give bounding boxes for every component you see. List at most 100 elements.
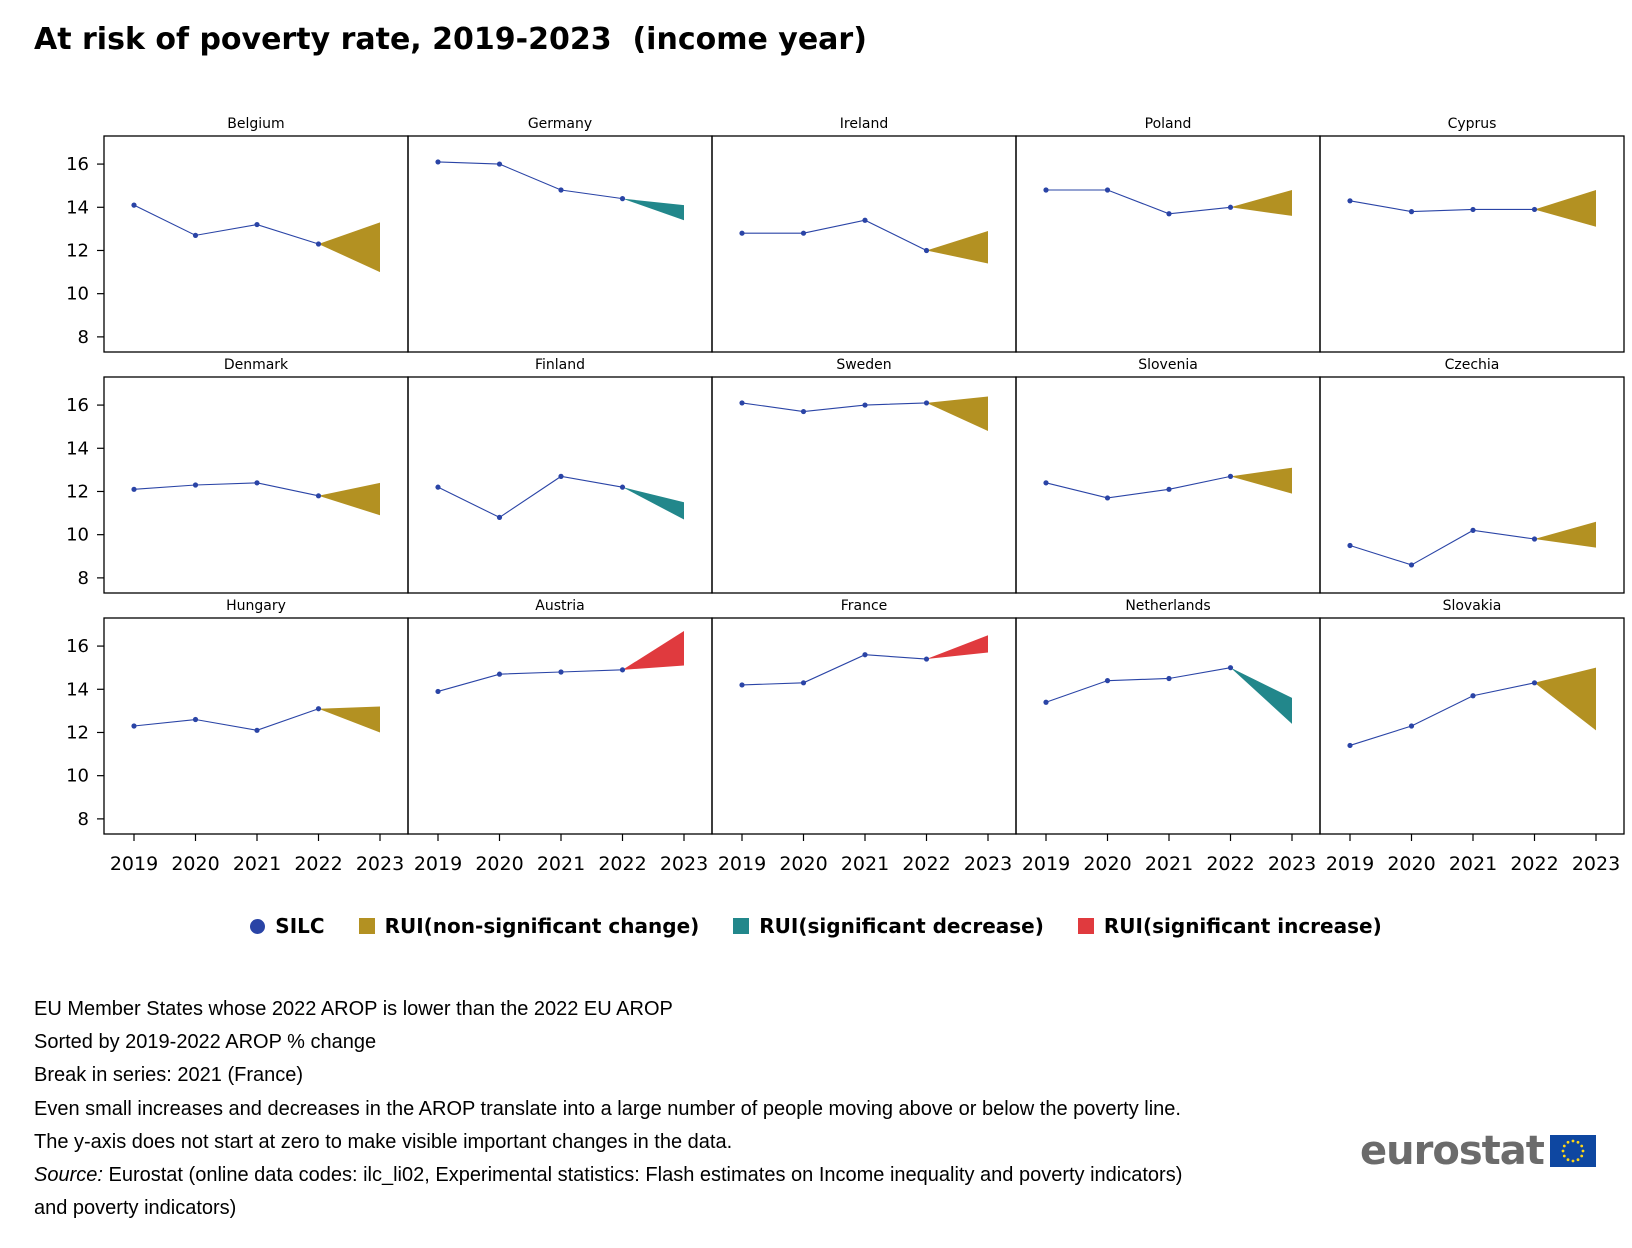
x-tick-label: 2023 <box>660 853 708 875</box>
y-tick-label: 16 <box>66 636 89 657</box>
y-tick-label: 16 <box>66 395 89 416</box>
eurostat-logo: eurostat <box>1360 1128 1596 1174</box>
x-tick-label: 2023 <box>1572 853 1620 875</box>
silc-point <box>254 480 260 486</box>
x-tick-label: 2022 <box>1206 853 1254 875</box>
silc-line <box>1349 682 1535 746</box>
x-tick-label: 2022 <box>598 853 646 875</box>
panel-title: Slovenia <box>1138 357 1198 373</box>
silc-point <box>254 727 260 733</box>
silc-point <box>1166 211 1172 217</box>
y-tick-label: 14 <box>66 679 89 700</box>
x-tick-label: 2021 <box>537 853 585 875</box>
legend-swatch-nonsig <box>358 918 375 934</box>
silc-point <box>800 230 807 236</box>
legend-item-silc: SILC <box>250 914 325 938</box>
silc-point <box>435 484 441 490</box>
silc-line <box>1046 189 1231 215</box>
rui-wedge <box>1534 667 1596 731</box>
panel-frame <box>407 376 713 594</box>
x-tick-label: 2019 <box>1022 853 1070 875</box>
silc-point <box>619 484 626 490</box>
panel-title: Denmark <box>224 357 289 373</box>
footnote: Even small increases and decreases in th… <box>34 1097 1181 1120</box>
y-tick-label: 10 <box>66 525 89 546</box>
rui-wedge <box>1534 190 1596 227</box>
y-tick-label: 14 <box>66 197 89 218</box>
silc-point <box>862 217 868 223</box>
silc-point <box>739 682 745 688</box>
silc-point <box>496 514 503 521</box>
y-tick-label: 12 <box>66 240 89 261</box>
silc-point <box>1166 486 1172 492</box>
footnote: The y-axis does not start at zero to mak… <box>34 1130 733 1153</box>
silc-point <box>1227 473 1234 479</box>
silc-point <box>315 493 322 499</box>
silc-line <box>133 708 319 731</box>
silc-point <box>1104 678 1111 684</box>
panel-title: Austria <box>535 598 584 614</box>
chart-legend: SILC RUI(non-significant change) RUI(sig… <box>0 914 1632 938</box>
panel-title: Belgium <box>227 116 284 132</box>
x-tick-label: 2021 <box>841 853 889 875</box>
small-multiples-chart: Belgium Germany Ireland Poland Cyprus Denmark… <box>66 116 1625 875</box>
rui-wedge <box>622 198 684 221</box>
legend-label-nonsig: RUI(non-significant change) <box>384 914 700 938</box>
legend-swatch-decrease <box>733 918 750 934</box>
x-tick-label: 2020 <box>1083 853 1131 875</box>
x-tick-label: 2023 <box>356 853 404 875</box>
rui-wedge <box>622 630 684 670</box>
x-tick-label: 2020 <box>1387 853 1435 875</box>
rui-wedge <box>1230 190 1292 216</box>
panel-title: Slovakia <box>1443 598 1502 614</box>
panel-title: Finland <box>535 357 585 373</box>
silc-point <box>1104 187 1111 193</box>
panel-frame <box>407 135 713 353</box>
legend-swatch-increase <box>1077 918 1094 934</box>
x-tick-label: 2021 <box>233 853 281 875</box>
chart-title: At risk of poverty rate, 2019-2023 (inco… <box>34 22 867 57</box>
footnote: EU Member States whose 2022 AROP is lowe… <box>34 998 673 1020</box>
silc-point <box>315 706 322 712</box>
footnotes: EU Member States whose 2022 AROP is lowe… <box>34 993 1182 1225</box>
x-tick-label: 2019 <box>718 853 766 875</box>
silc-point <box>1408 562 1415 568</box>
rui-wedge <box>622 487 684 520</box>
panel-title: Poland <box>1145 116 1192 132</box>
legend-item-increase: RUI(significant increase) <box>1077 914 1382 938</box>
source-line: Source: Eurostat (online data codes: ilc… <box>34 1159 1182 1192</box>
x-tick-label: 2022 <box>1510 853 1558 875</box>
rui-wedge <box>318 706 380 733</box>
y-tick-label: 8 <box>78 568 89 589</box>
silc-point <box>315 241 322 247</box>
rui-wedge <box>318 482 380 516</box>
silc-point <box>131 486 137 492</box>
panel-title: Hungary <box>226 598 286 614</box>
silc-point <box>862 402 868 408</box>
x-tick-label: 2022 <box>294 853 342 875</box>
silc-point <box>558 187 564 193</box>
silc-point <box>619 667 626 673</box>
silc-point <box>923 247 930 254</box>
x-tick-label: 2021 <box>1145 853 1193 875</box>
rui-wedge <box>926 396 988 431</box>
y-tick-label: 16 <box>66 154 89 175</box>
panel-frame <box>1015 617 1321 835</box>
silc-point <box>1408 209 1415 215</box>
y-tick-label: 10 <box>66 766 89 787</box>
silc-point <box>254 221 260 228</box>
silc-point <box>1227 665 1234 671</box>
y-tick-label: 10 <box>66 284 89 305</box>
silc-point <box>1043 480 1049 486</box>
silc-point <box>496 161 503 167</box>
silc-line <box>133 482 319 497</box>
x-tick-label: 2020 <box>171 853 219 875</box>
silc-point <box>435 688 441 695</box>
rui-wedge <box>318 222 380 273</box>
y-tick-label: 8 <box>78 327 89 348</box>
legend-label-increase: RUI(significant increase) <box>1103 914 1382 938</box>
panel-frame <box>1319 376 1625 594</box>
panel-frame <box>1015 135 1321 353</box>
x-tick-label: 2021 <box>1449 853 1497 875</box>
silc-point <box>131 202 137 208</box>
